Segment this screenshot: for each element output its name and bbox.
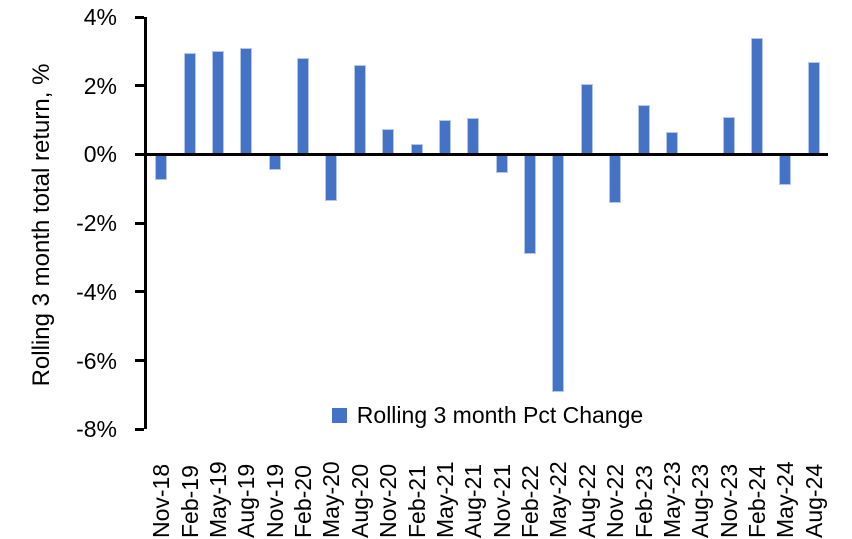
bar-May-22 — [552, 154, 565, 392]
bar-Nov-22 — [609, 154, 622, 203]
bar-Aug-19 — [240, 47, 253, 155]
y-axis-line — [144, 17, 147, 430]
y-tick-label: -2% — [76, 210, 117, 237]
y-tick-label: -6% — [76, 347, 117, 374]
y-tick-label: -4% — [76, 278, 117, 305]
x-tick-label: May-20 — [318, 461, 345, 538]
x-tick-label: May-22 — [545, 461, 572, 538]
bar-May-23 — [665, 132, 678, 155]
y-tick-mark — [135, 359, 144, 363]
x-tick-label: Nov-18 — [148, 463, 175, 538]
y-tick-mark — [135, 84, 144, 88]
bar-Feb-24 — [751, 37, 764, 155]
y-tick-mark — [135, 427, 144, 431]
x-tick-label: May-23 — [658, 461, 685, 538]
x-tick-label: Feb-19 — [176, 465, 203, 538]
bar-Aug-21 — [467, 118, 480, 155]
x-tick-label: May-24 — [772, 461, 799, 538]
legend: Rolling 3 month Pct Change — [147, 401, 828, 429]
x-tick-label: May-21 — [431, 461, 458, 538]
x-tick-label: Nov-20 — [375, 463, 402, 538]
y-tick-label: 4% — [83, 4, 117, 30]
bar-Aug-20 — [353, 65, 366, 155]
x-tick-label: Nov-23 — [715, 463, 742, 538]
y-tick-mark — [135, 152, 144, 156]
y-tick-label: -8% — [76, 416, 117, 443]
x-tick-label: Feb-20 — [290, 465, 317, 538]
x-tick-label: Aug-24 — [800, 463, 827, 538]
x-tick-label: Feb-24 — [744, 465, 771, 538]
legend-label: Rolling 3 month Pct Change — [356, 401, 644, 428]
bar-May-20 — [325, 154, 338, 201]
bar-Feb-20 — [297, 58, 310, 155]
x-tick-label: Feb-21 — [403, 465, 430, 538]
x-tick-label: Aug-23 — [687, 463, 714, 538]
x-tick-label: Nov-22 — [602, 463, 629, 538]
bar-Nov-18 — [155, 154, 168, 181]
y-tick-mark — [135, 290, 144, 294]
x-tick-label: Aug-22 — [573, 463, 600, 538]
x-tick-label: Aug-21 — [460, 463, 487, 538]
y-tick-mark — [135, 15, 144, 19]
bar-Nov-20 — [382, 128, 395, 155]
x-tick-label: May-19 — [204, 461, 231, 538]
legend-marker-icon — [331, 407, 347, 423]
x-tick-label: Nov-19 — [261, 463, 288, 538]
bar-May-21 — [438, 120, 451, 155]
bar-Nov-21 — [495, 154, 508, 174]
y-tick-label: 2% — [83, 72, 117, 99]
bar-Feb-23 — [637, 104, 650, 155]
y-tick-label: 0% — [83, 141, 117, 168]
bar-May-19 — [211, 51, 224, 155]
bar-Feb-19 — [183, 53, 196, 155]
bar-Aug-24 — [807, 61, 820, 155]
bar-Feb-22 — [524, 154, 537, 255]
bar-Aug-22 — [580, 84, 593, 155]
y-tick-mark — [135, 221, 144, 225]
bar-Nov-19 — [268, 154, 281, 170]
x-tick-label: Aug-20 — [346, 463, 373, 538]
bar-Nov-23 — [722, 116, 735, 155]
x-tick-label: Feb-22 — [517, 465, 544, 538]
x-tick-label: Aug-19 — [233, 463, 260, 538]
x-axis-zero-line — [147, 152, 828, 156]
x-tick-label: Nov-21 — [488, 463, 515, 538]
x-tick-label: Feb-23 — [630, 465, 657, 538]
bar-May-24 — [779, 154, 792, 186]
